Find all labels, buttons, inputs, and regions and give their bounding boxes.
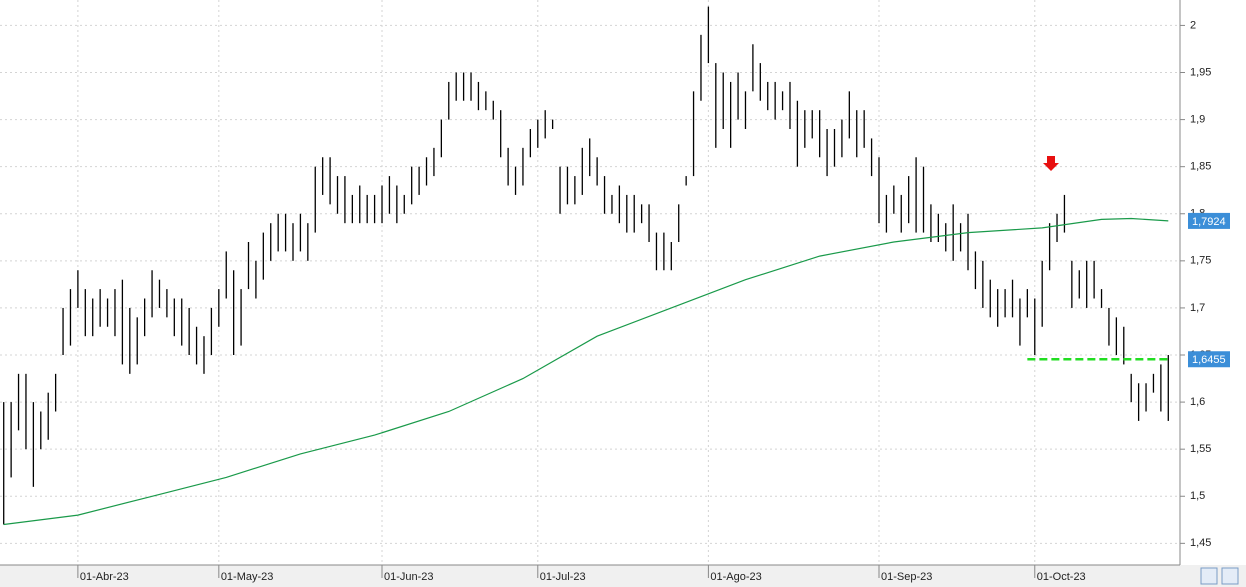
y-tick-label: 1,75 [1190, 255, 1211, 267]
y-tick-label: 1,7 [1190, 302, 1205, 314]
x-tick-label: 01-May-23 [221, 571, 274, 583]
y-tick-label: 1,5 [1190, 490, 1205, 502]
last-value-box [1188, 212, 1230, 229]
moving-average [3, 217, 1169, 526]
y-tick-label: 1,55 [1190, 443, 1211, 455]
last-value-box [1188, 351, 1230, 368]
last-value-label: 1,7924 [1192, 216, 1226, 228]
x-tick-label: 01-Jun-23 [384, 571, 434, 583]
x-tick-label: 01-Oct-23 [1037, 571, 1086, 583]
x-tick-label: 01-Abr-23 [80, 571, 129, 583]
x-tick-label: 01-Jul-23 [540, 571, 586, 583]
x-tick-label: 01-Sep-23 [881, 571, 932, 583]
toolbar[interactable] [1200, 567, 1239, 585]
y-tick-label: 1,6 [1190, 396, 1205, 408]
y-tick-label: 1,85 [1190, 161, 1211, 173]
signal-arrow [1043, 156, 1059, 171]
y-tick-label: 2 [1190, 19, 1196, 31]
y-tick-label: 1,45 [1190, 537, 1211, 549]
y-tick-label: 1,95 [1190, 66, 1211, 78]
y-tick-label: 1,9 [1190, 113, 1205, 125]
x-axis-strip [0, 565, 1246, 587]
x-tick-label: 01-Ago-23 [710, 571, 761, 583]
save-button[interactable] [1221, 567, 1239, 585]
last-value-label: 1,6455 [1192, 354, 1226, 366]
zoom-button[interactable] [1200, 567, 1218, 585]
